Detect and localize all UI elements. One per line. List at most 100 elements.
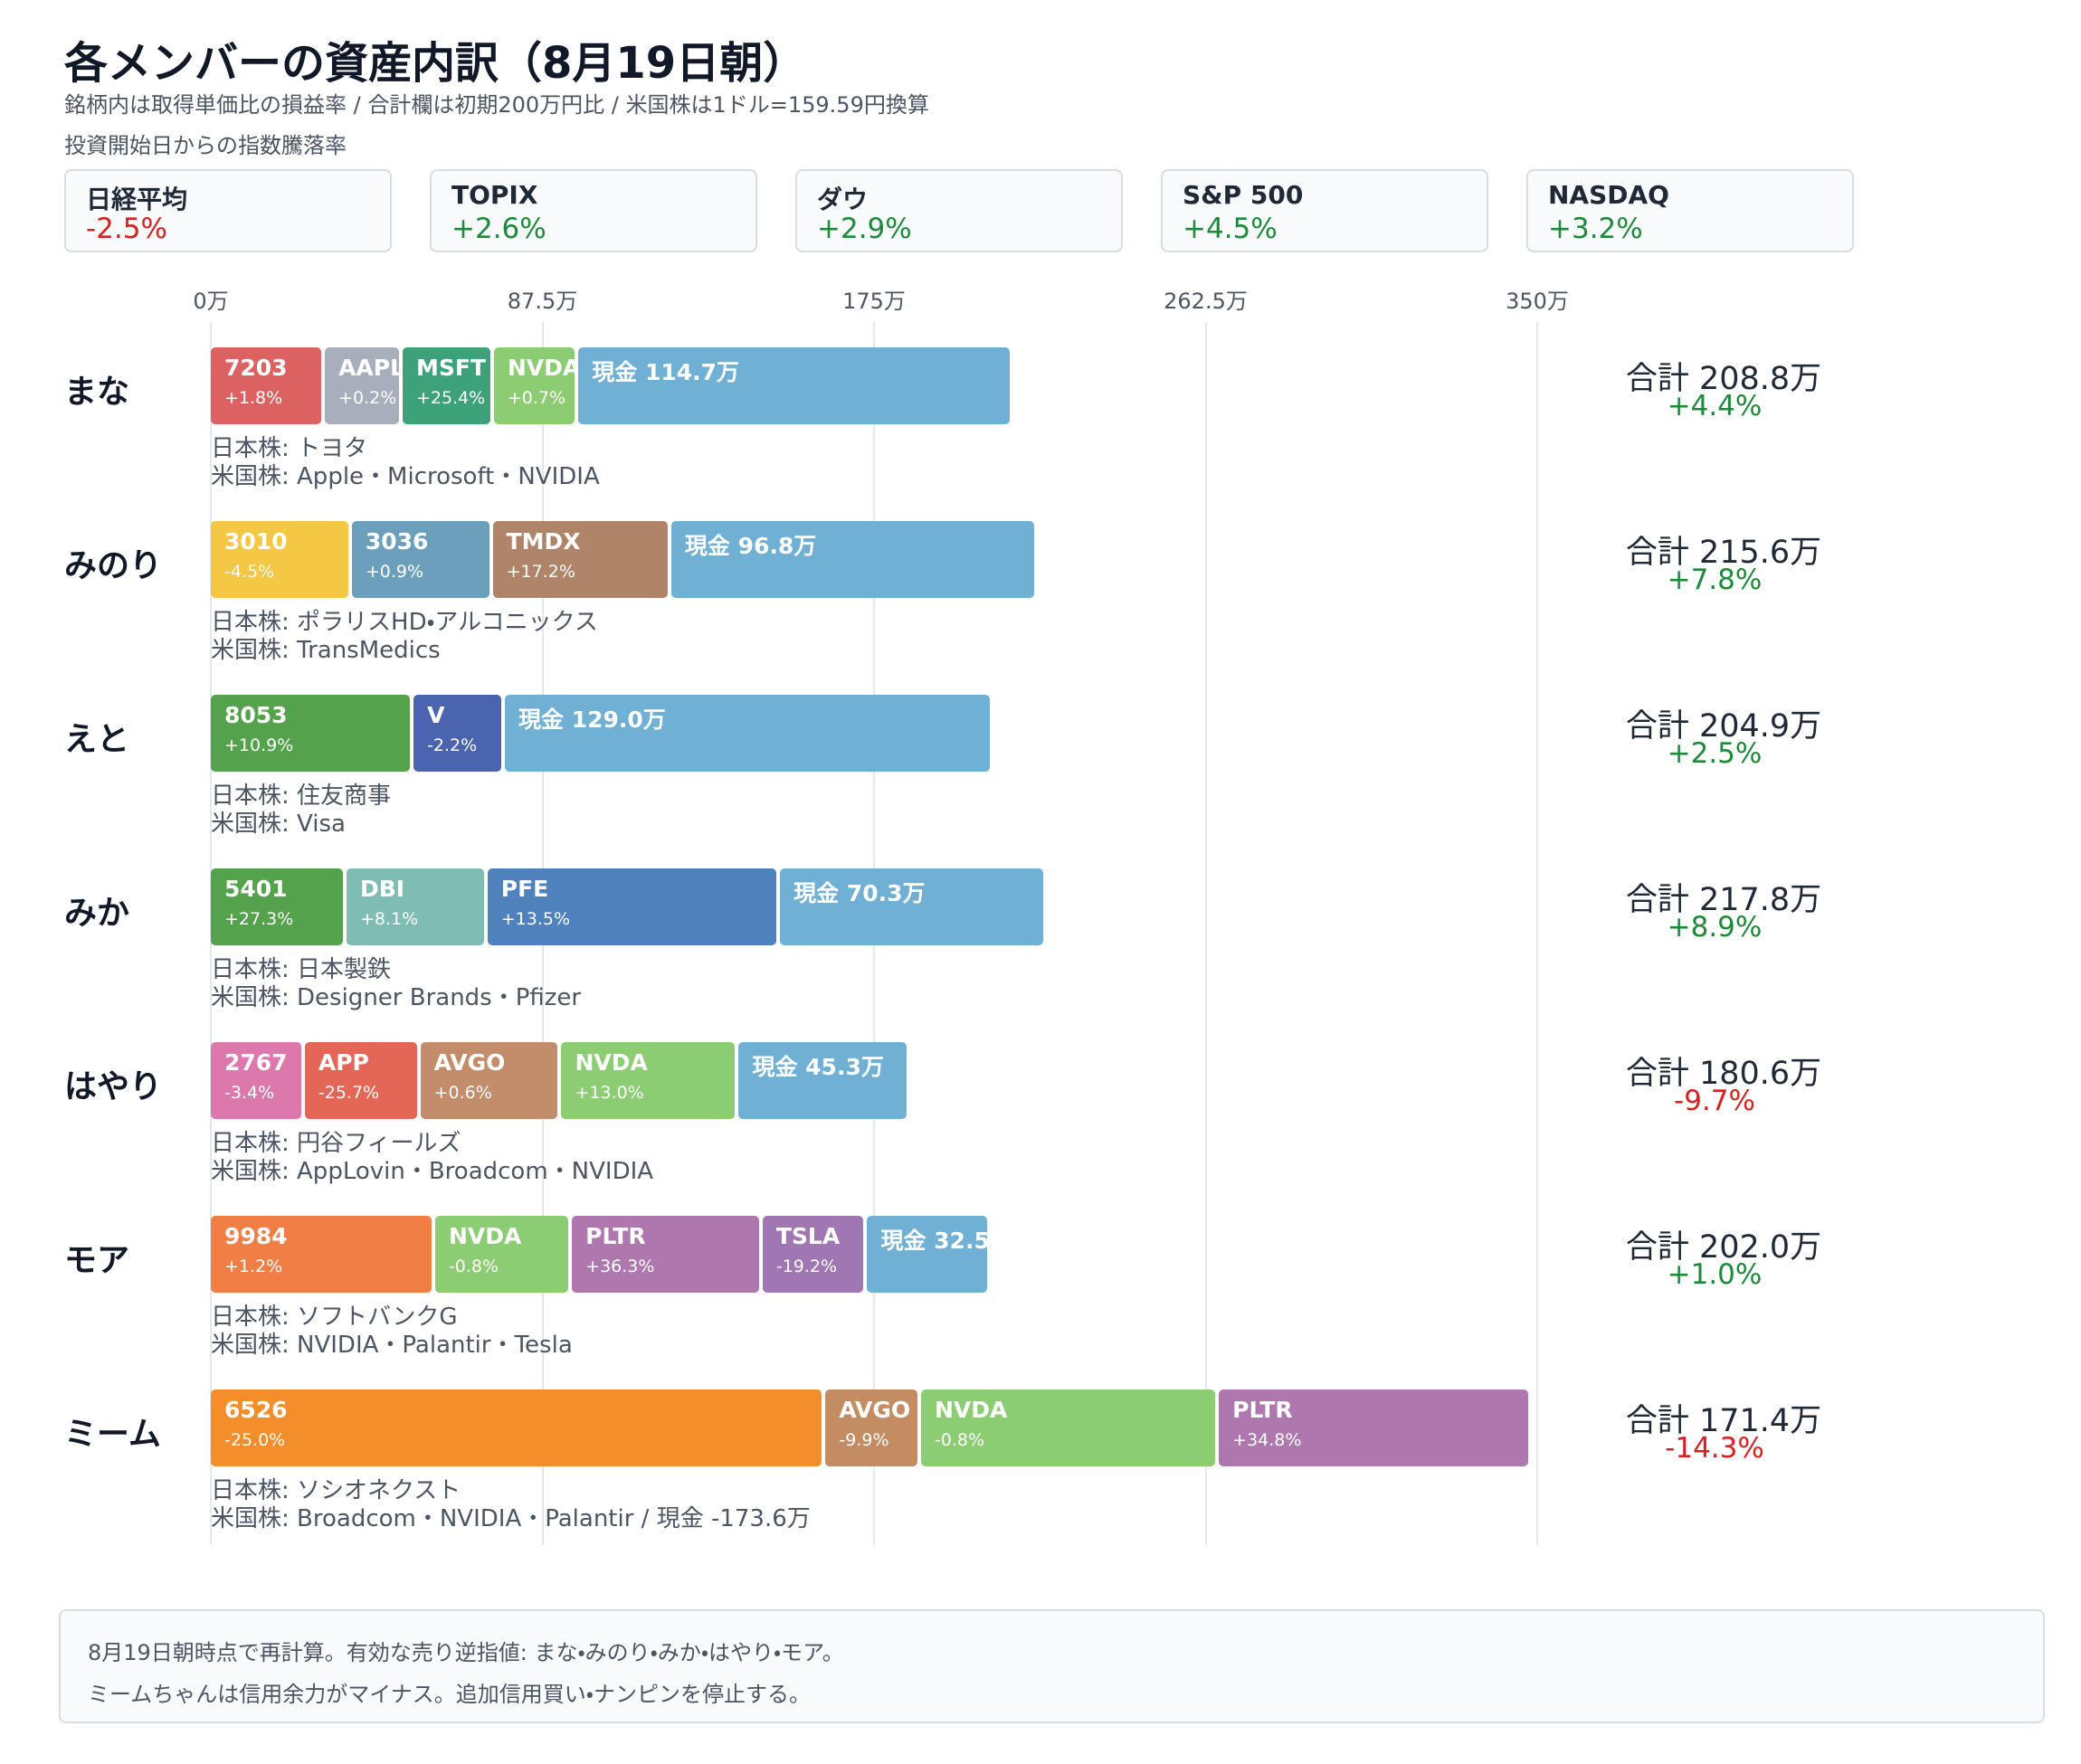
segment-value-label: 現金 114.7万 [592,359,740,385]
x-tick-label: 87.5万 [507,289,578,314]
bar-segment: TMDX +17.2% [492,521,668,598]
bar-segment: V -2.2% [413,695,502,772]
segment-value-label: 現金 96.8万 [684,533,817,559]
segment-change: -25.7% [318,1083,380,1103]
member-name: まな [64,374,130,411]
bar-segment: 5401 +27.3% [211,868,343,945]
segment-ticker: AAPL [338,355,399,381]
segment-ticker: 7203 [224,355,288,381]
bar-segment: AAPL +0.2% [325,347,399,424]
index-change: +3.2% [1548,213,1643,245]
segment-change: +36.3% [585,1257,655,1276]
segment-ticker: 3010 [224,528,288,555]
segment-ticker: 9984 [224,1223,288,1249]
bar-segment: APP -25.7% [304,1042,417,1119]
bar-segment: MSFT +25.4% [402,347,490,424]
bar-segment: NVDA +13.0% [561,1042,736,1119]
bar-segment: 現金 32.5万 [867,1216,987,1293]
bar-segment: 6526 -25.0% [211,1389,822,1466]
segment-ticker: 8053 [224,702,288,728]
segment-ticker: DBI [359,876,405,902]
segment-ticker: NVDA [934,1397,1008,1423]
segment-change: -2.2% [427,735,478,755]
segment-change: -9.9% [839,1430,889,1450]
member-total: 合計 208.8万 [1625,361,1822,397]
x-tick-label: 0万 [193,289,229,314]
segment-ticker: PLTR [1232,1397,1293,1423]
member-name: みか [64,895,130,932]
bar-segment: 9984 +1.2% [211,1216,432,1293]
bar-segment: 現金 45.3万 [738,1042,907,1119]
bar-segment: TSLA -19.2% [762,1216,864,1293]
holding-note: 日本株: ソフトバンクG [211,1304,458,1331]
segment-change: +1.2% [224,1257,283,1276]
member-name: えと [64,721,130,758]
holding-note: 米国株: Designer Brands・Pfizer [211,984,582,1011]
holding-note: 米国株: Broadcom・NVIDIA・Palantir / 現金 -173.… [211,1505,811,1532]
index-card: 日経平均 -2.5% [64,169,392,252]
holding-note: 日本株: ソシオネクスト [211,1477,461,1504]
member-name: ミーム [64,1416,161,1453]
segment-change: -19.2% [775,1257,838,1276]
segment-value-label: 現金 45.3万 [752,1054,884,1080]
index-change: +2.9% [817,213,912,245]
segment-change: -25.0% [224,1430,286,1450]
segment-ticker: TMDX [506,528,581,555]
member-total: 合計 180.6万 [1625,1056,1822,1092]
holding-note: 日本株: 住友商事 [211,782,392,810]
index-change: +2.6% [451,213,546,245]
segment-change: +1.8% [224,388,283,408]
segment-ticker: PLTR [585,1223,646,1249]
segment-change: -3.4% [224,1083,275,1103]
member-total: 合計 171.4万 [1625,1403,1822,1439]
grid-line [1204,322,1207,1545]
segment-change: +0.9% [365,562,424,582]
segment-ticker: NVDA [507,355,575,381]
index-name: S&P 500 [1183,180,1304,210]
index-name: TOPIX [451,180,538,210]
segment-ticker: AVGO [839,1397,911,1423]
segment-ticker: 6526 [224,1397,288,1423]
bar-segment: 2767 -3.4% [211,1042,301,1119]
bar-segment: PLTR +34.8% [1219,1389,1528,1466]
member-total-change: -14.3% [1665,1432,1764,1465]
footer-line: ミームちゃんは信用余力がマイナス。追加信用買い・ナンピンを停止する。 [88,1682,811,1707]
segment-change: +13.0% [575,1083,644,1103]
index-caption: 投資開始日からの指数騰落率 [64,133,347,158]
segment-change: +17.2% [506,562,575,582]
segment-change: +8.1% [359,909,419,929]
x-tick-label: 175万 [842,289,906,314]
member-total-change: +4.4% [1667,390,1763,422]
segment-ticker: TSLA [775,1223,841,1249]
segment-change: +27.3% [224,909,294,929]
x-tick-label: 262.5万 [1164,289,1248,314]
segment-change: +34.8% [1232,1430,1302,1450]
segment-ticker: V [427,702,445,728]
holding-note: 米国株: NVIDIA・Palantir・Tesla [211,1332,573,1359]
bar-segment: PLTR +36.3% [572,1216,759,1293]
segment-change: +25.4% [415,388,486,408]
member-total: 合計 215.6万 [1625,535,1822,571]
holding-note: 日本株: ポラリスHD・アルコニックス [211,609,598,636]
index-name: 日経平均 [86,185,188,214]
member-total-change: +2.5% [1667,737,1763,770]
member-total-change: +8.9% [1667,911,1763,944]
member-name: モア [64,1242,130,1279]
index-name: NASDAQ [1548,180,1669,210]
holding-note: 日本株: 日本製鉄 [211,956,392,983]
bar-segment: NVDA +0.7% [493,347,575,424]
index-change: -2.5% [86,213,167,245]
bar-segment: NVDA -0.8% [434,1216,569,1293]
segment-change: +0.2% [338,388,397,408]
member-total: 合計 204.9万 [1625,708,1822,744]
index-name: ダウ [817,185,869,214]
bar-segment: 7203 +1.8% [211,347,322,424]
segment-ticker: APP [318,1049,369,1076]
segment-value-label: 現金 129.0万 [518,707,666,733]
member-total-change: -9.7% [1674,1085,1755,1117]
segment-change: +13.5% [500,909,571,929]
index-card: ダウ +2.9% [795,169,1123,252]
bar-segment: 3010 -4.5% [211,521,348,598]
footer-line: 8月19日朝時点で再計算。有効な売り逆指値: まな・みのり・みか・はやり・モア。 [88,1640,844,1665]
